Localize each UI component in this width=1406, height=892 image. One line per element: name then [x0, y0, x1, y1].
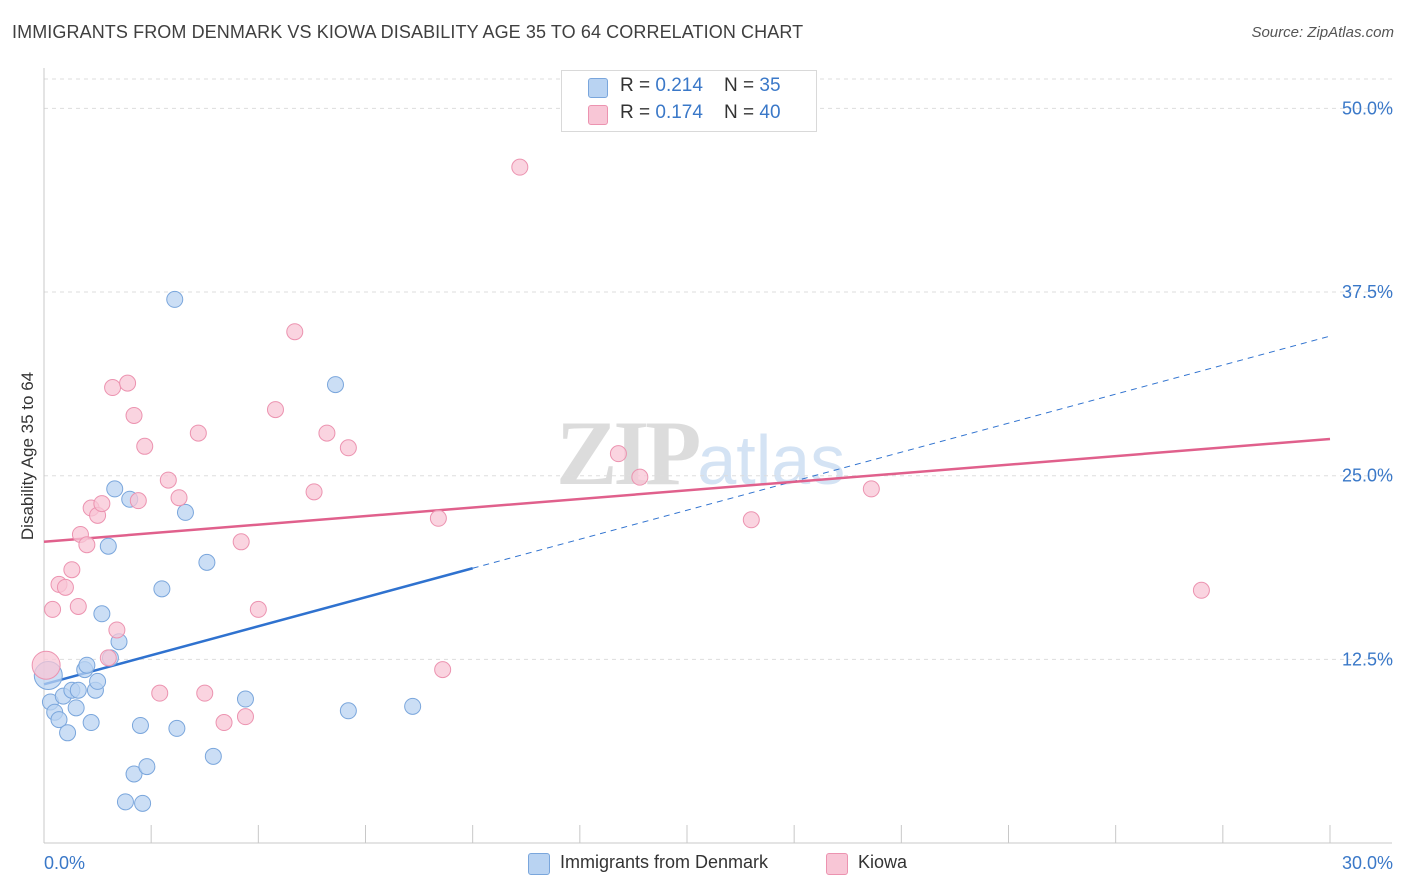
kiowa-point	[99, 649, 117, 667]
kiowa-point	[196, 684, 214, 702]
kiowa-point	[434, 661, 452, 679]
kiowa-point	[631, 468, 649, 486]
kiowa-point	[108, 621, 126, 639]
denmark-point	[78, 656, 96, 674]
x-tick-label-min: 0.0%	[44, 853, 85, 873]
watermark: ZIPatlas	[556, 400, 845, 506]
denmark-point	[236, 690, 254, 708]
denmark-legend-label: Immigrants from Denmark	[560, 852, 769, 872]
n-value-denmark: 35	[759, 75, 781, 96]
denmark-trend-line	[43, 567, 473, 686]
denmark-point	[204, 747, 222, 765]
kiowa-point	[104, 379, 122, 397]
kiowa-legend-label: Kiowa	[858, 852, 908, 872]
kiowa-point	[286, 323, 304, 341]
denmark-point	[82, 714, 100, 732]
kiowa-point	[232, 533, 250, 551]
denmark-point	[176, 503, 194, 521]
kiowa-swatch	[588, 105, 608, 125]
denmark-point	[326, 376, 344, 394]
kiowa-point	[170, 489, 188, 507]
trend-layer	[43, 335, 1331, 686]
kiowa-legend-swatch	[826, 853, 848, 875]
kiowa-point	[129, 492, 147, 510]
y-tick-label: 37.5%	[1342, 282, 1393, 302]
axis-layer	[43, 68, 1392, 844]
kiowa-point	[44, 600, 62, 618]
kiowa-point	[266, 401, 284, 419]
n-label: N =	[724, 75, 760, 96]
denmark-point	[93, 605, 111, 623]
kiowa-point	[339, 439, 357, 457]
kiowa-point	[429, 509, 447, 527]
denmark-point	[69, 681, 87, 699]
denmark-point	[134, 794, 152, 812]
kiowa-point	[305, 483, 323, 501]
chart-title: IMMIGRANTS FROM DENMARK VS KIOWA DISABIL…	[12, 22, 804, 42]
denmark-point	[131, 716, 149, 734]
denmark-point	[339, 702, 357, 720]
denmark-point	[125, 765, 143, 783]
y-tick-label: 50.0%	[1342, 98, 1393, 118]
denmark-point	[89, 672, 107, 690]
kiowa-point	[862, 480, 880, 498]
r-label: R =	[620, 75, 656, 96]
kiowa-point	[63, 561, 81, 579]
kiowa-point	[69, 597, 87, 615]
denmark-point	[59, 724, 77, 742]
kiowa-point	[1192, 581, 1210, 599]
kiowa-point	[236, 708, 254, 726]
denmark-point	[116, 793, 134, 811]
n-label: N =	[724, 102, 760, 123]
n-value-kiowa: 40	[759, 102, 781, 123]
kiowa-point	[742, 511, 760, 529]
denmark-point	[168, 719, 186, 737]
denmark-legend-swatch	[528, 853, 550, 875]
kiowa-point	[125, 406, 143, 424]
denmark-point	[50, 711, 68, 729]
watermark-atlas: atlas	[697, 421, 846, 499]
kiowa-point	[151, 684, 169, 702]
kiowa-point	[119, 374, 137, 392]
r-value-kiowa: 0.174	[655, 102, 703, 123]
denmark-swatch	[588, 78, 608, 98]
kiowa-point	[78, 536, 96, 554]
x-tick-label-max: 30.0%	[1342, 853, 1393, 873]
r-value-denmark: 0.214	[655, 75, 703, 96]
correlation-legend: R = 0.214 N = 35 R = 0.174 N = 40	[561, 70, 817, 132]
kiowa-point	[215, 714, 233, 732]
denmark-point	[404, 697, 422, 715]
kiowa-point	[93, 495, 111, 513]
source-label: Source: ZipAtlas.com	[1251, 24, 1394, 41]
kiowa-point	[609, 445, 627, 463]
denmark-trend-extension	[472, 335, 1331, 569]
denmark-point	[106, 480, 124, 498]
denmark-point	[67, 699, 85, 717]
kiowa-trend-line	[43, 437, 1331, 544]
y-tick-label: 25.0%	[1342, 466, 1393, 486]
y-tick-label: 12.5%	[1342, 649, 1393, 669]
kiowa-point	[56, 578, 74, 596]
kiowa-point	[136, 437, 154, 455]
point-layer	[31, 158, 1210, 812]
denmark-point	[138, 758, 156, 776]
kiowa-point	[31, 650, 61, 680]
kiowa-point	[189, 424, 207, 442]
kiowa-point	[159, 471, 177, 489]
kiowa-point	[511, 158, 529, 176]
denmark-point	[166, 290, 184, 308]
kiowa-point	[249, 600, 267, 618]
denmark-point	[198, 553, 216, 571]
kiowa-point	[318, 424, 336, 442]
denmark-point	[99, 537, 117, 555]
denmark-point	[153, 580, 171, 598]
grid-layer	[44, 78, 1392, 660]
watermark-zip: ZIP	[556, 402, 701, 504]
label-layer: 12.5% 25.0% 37.5% 50.0% 0.0% 30.0%	[44, 98, 1393, 873]
r-label: R =	[620, 102, 656, 123]
